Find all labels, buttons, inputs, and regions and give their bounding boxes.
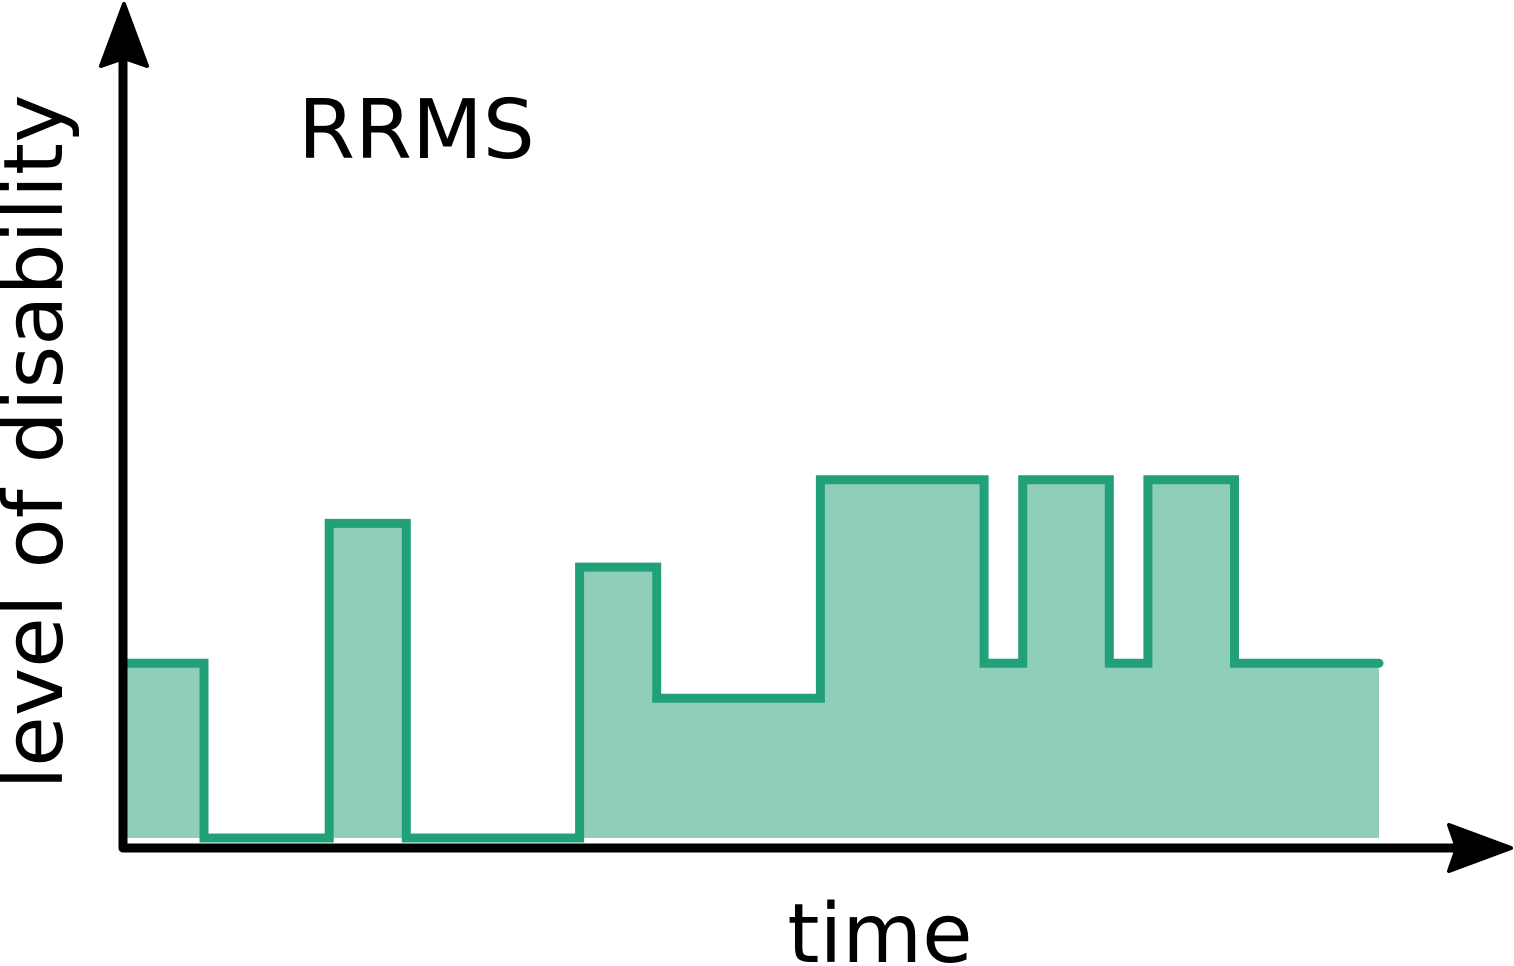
- area-layer: [122, 475, 1384, 843]
- x-axis-label: time: [787, 887, 972, 966]
- chart-title: RRMS: [298, 83, 535, 178]
- series-area-fill: [127, 479, 1379, 838]
- y-axis-label: level of disability: [0, 94, 82, 789]
- y-axis-arrowhead: [99, 2, 149, 68]
- axes: [99, 2, 1513, 873]
- series-step-line: [122, 475, 1384, 843]
- x-axis-arrowhead: [1447, 823, 1513, 873]
